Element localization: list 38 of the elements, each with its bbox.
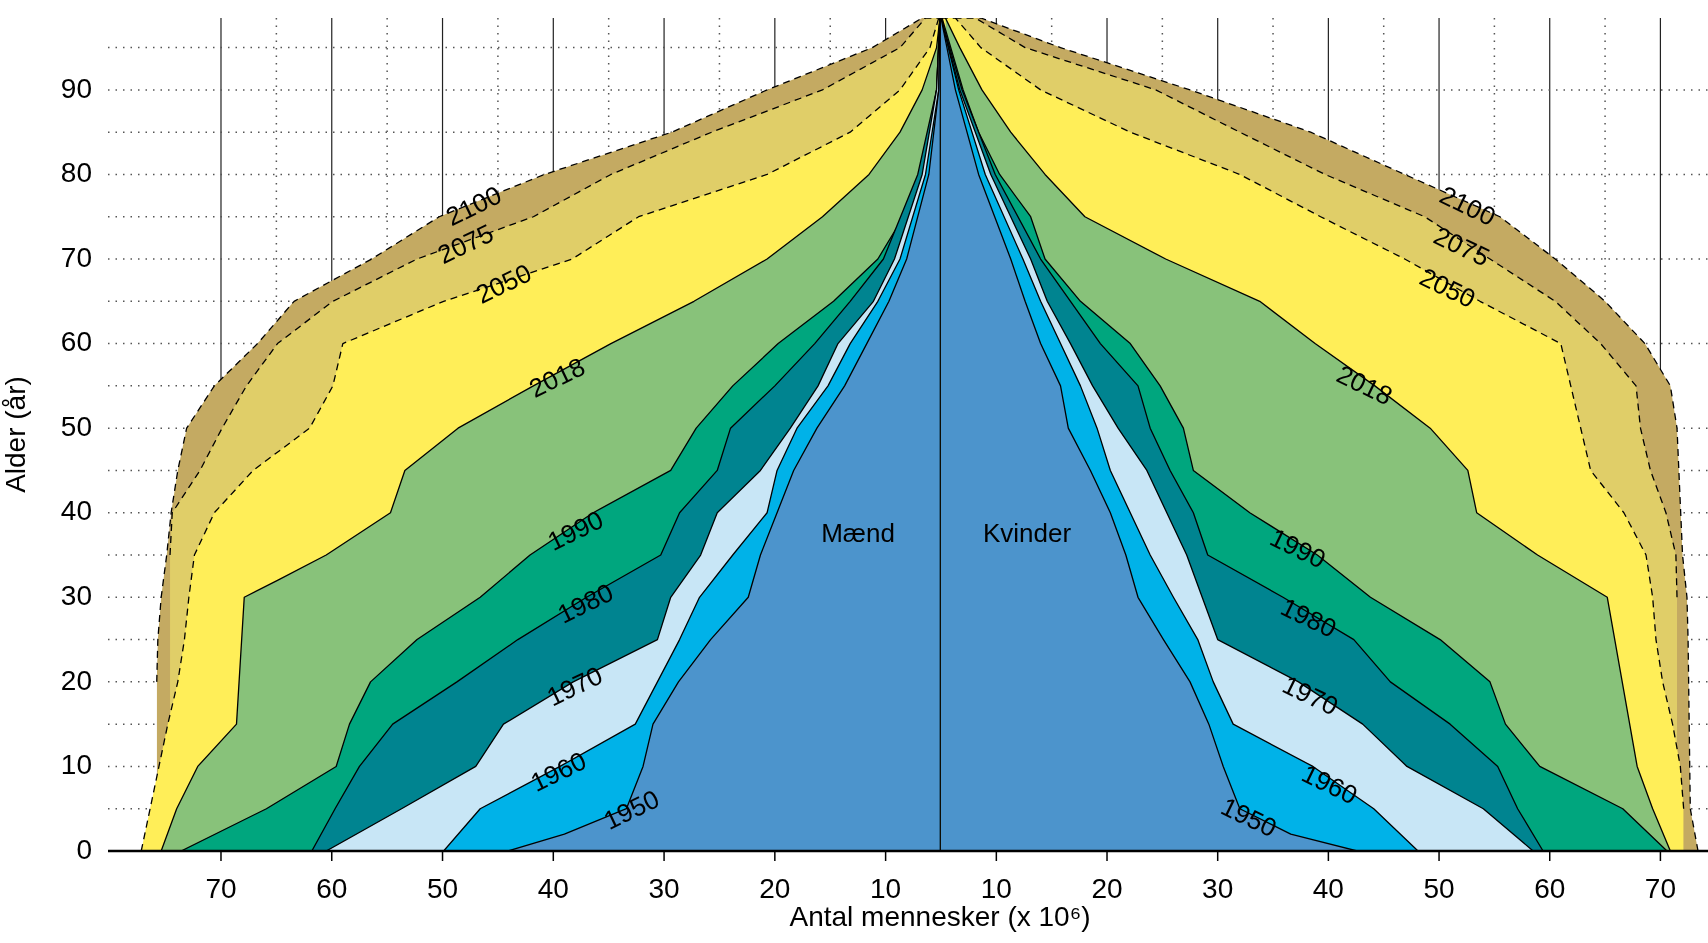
x-tick-label: 60: [1534, 872, 1566, 904]
y-tick-label: 50: [60, 410, 92, 442]
y-tick-label: 70: [60, 241, 92, 273]
y-tick-label: 90: [60, 72, 92, 104]
series-label: 1960: [525, 745, 591, 798]
annotation: Kvinder: [982, 517, 1072, 548]
y-axis-title: Alder (år): [0, 376, 31, 493]
x-tick-label: 50: [426, 872, 459, 904]
x-tick-label: 20: [1091, 872, 1123, 904]
series-label: 1990: [1265, 522, 1331, 575]
series-label: 2050: [471, 257, 537, 310]
x-tick-label: 20: [759, 872, 791, 904]
x-tick-label: 40: [537, 872, 569, 904]
series-label: 1990: [542, 504, 608, 557]
series-label: 1970: [542, 660, 608, 713]
series-label: 2018: [1332, 358, 1398, 412]
series-label: 2018: [524, 351, 590, 404]
series-label: 1980: [552, 577, 618, 630]
y-tick-label: 30: [60, 580, 92, 612]
series-label: 1980: [1276, 591, 1342, 644]
y-tick-label: 80: [60, 157, 92, 189]
x-tick-label: 50: [1423, 872, 1455, 904]
series-label: 1960: [1297, 758, 1363, 811]
y-tick-label: 10: [60, 749, 92, 781]
x-tick-label: 40: [1312, 872, 1344, 904]
x-tick-label: 70: [1644, 872, 1676, 904]
x-tick-label: 70: [205, 872, 237, 904]
y-tick-label: 40: [60, 495, 92, 527]
y-tick-label: 60: [60, 326, 92, 358]
x-tick-label: 30: [648, 872, 680, 904]
series-label: 1970: [1277, 669, 1343, 722]
annotation: Mænd: [821, 517, 895, 548]
series-label: 1950: [598, 783, 664, 836]
x-tick-label: 60: [316, 872, 348, 904]
series-label: 1950: [1216, 791, 1282, 844]
y-tick-label: 20: [60, 664, 92, 696]
x-tick-label: 30: [1202, 872, 1234, 904]
y-tick-label: 0: [76, 833, 92, 865]
